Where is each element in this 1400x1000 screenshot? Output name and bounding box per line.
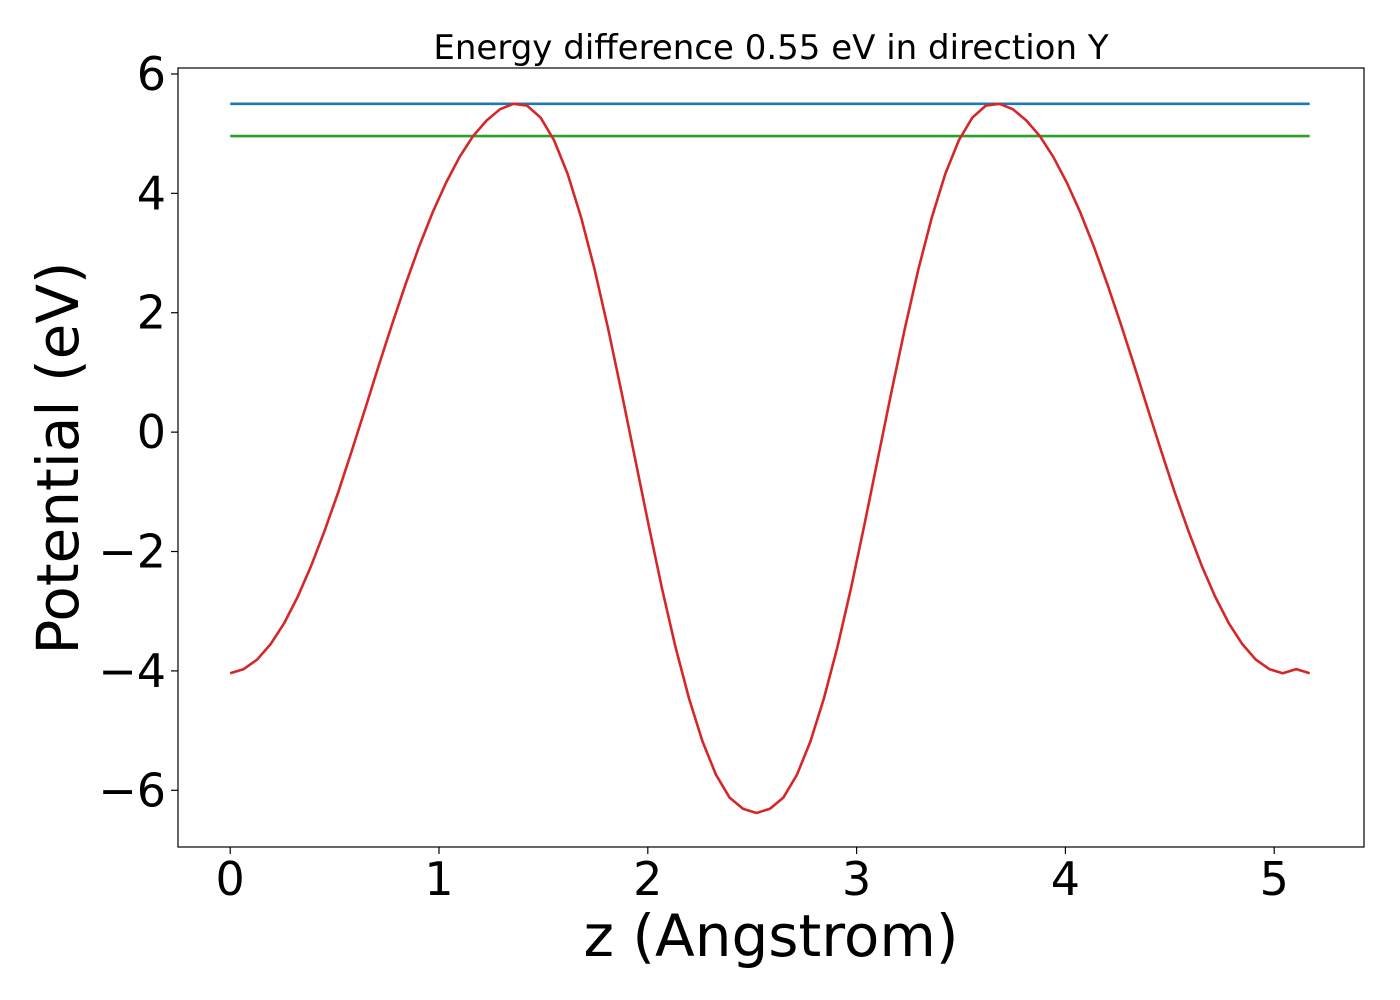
x-axis: 0 1 2 3 4 5	[216, 847, 1289, 906]
y-tick-label: −6	[98, 763, 166, 817]
y-tick-label: −2	[98, 525, 166, 579]
x-tick-label: 3	[842, 852, 871, 906]
plot-frame	[177, 67, 1365, 848]
y-tick-label: 4	[137, 166, 166, 220]
x-tick-label: 0	[216, 852, 245, 906]
chart-title: Energy difference 0.55 eV in direction Y	[433, 28, 1108, 68]
x-axis-label: z (Angstrom)	[584, 902, 959, 970]
y-axis: 6 4 2 0 −2 −4 −6	[98, 47, 178, 817]
x-tick-label: 1	[424, 852, 453, 906]
y-axis-label: Potential (eV)	[24, 261, 92, 654]
x-tick-label: 5	[1260, 852, 1289, 906]
x-tick-label: 4	[1051, 852, 1080, 906]
series-line-2	[229, 102, 1311, 815]
y-tick-label: 6	[137, 47, 166, 101]
x-tick-label: 2	[633, 852, 662, 906]
y-tick-label: 0	[137, 405, 166, 459]
series-layer	[229, 102, 1311, 815]
y-tick-label: 2	[137, 286, 166, 340]
y-tick-label: −4	[98, 644, 166, 698]
